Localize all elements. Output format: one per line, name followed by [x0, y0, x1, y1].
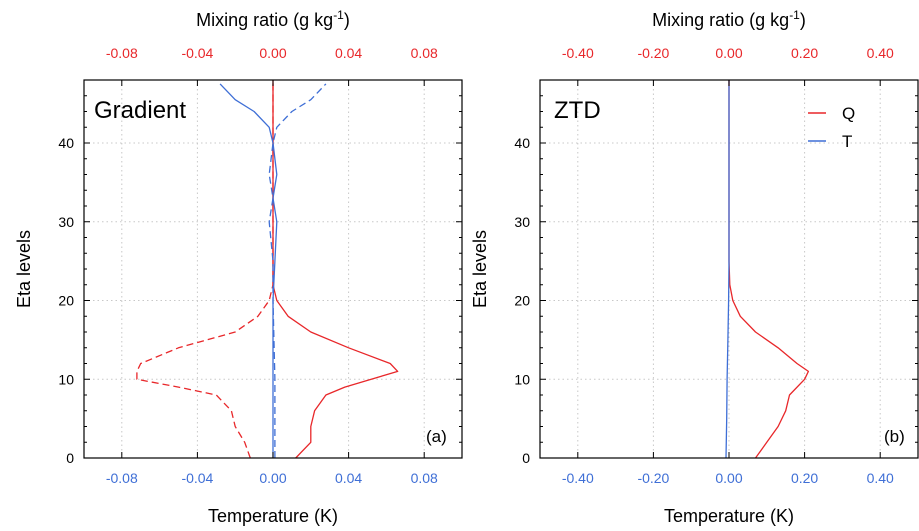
bottom-tick-label: 0.08: [411, 470, 438, 486]
panel-label: (a): [426, 427, 447, 446]
panel-title: ZTD: [554, 97, 601, 124]
y-tick-label: 30: [514, 214, 530, 230]
t-series-line: [219, 83, 278, 458]
y-tick-label: 40: [514, 135, 530, 151]
top-axis-title-main: Mixing ratio (g kg: [652, 10, 789, 30]
y-tick-label: 20: [514, 293, 530, 309]
legend-label-q: Q: [842, 104, 855, 123]
y-tick-label: 30: [58, 214, 74, 230]
t-series-line-dashed: [268, 83, 327, 458]
bottom-axis-title: Temperature (K): [664, 506, 794, 526]
top-tick-label: 0.00: [715, 45, 742, 61]
q-series-line: [272, 80, 399, 459]
y-tick-label: 0: [522, 450, 530, 466]
y-axis-title: Eta levels: [14, 230, 34, 308]
y-axis-title: Eta levels: [470, 230, 490, 308]
top-axis-title-tail: ): [800, 10, 806, 30]
top-axis-title: Mixing ratio (g kg-1): [196, 8, 350, 30]
top-tick-label: -0.04: [181, 45, 213, 61]
q-series-line-dashed: [136, 80, 274, 459]
top-tick-label: 0.04: [335, 45, 362, 61]
bottom-tick-label: -0.40: [562, 470, 594, 486]
y-tick-label: 0: [66, 450, 74, 466]
top-tick-label: 0.00: [259, 45, 286, 61]
bottom-tick-label: -0.04: [181, 470, 213, 486]
bottom-tick-label: 0.00: [259, 470, 286, 486]
legend-label-t: T: [842, 132, 852, 151]
series-group: [725, 80, 810, 459]
y-tick-label: 20: [58, 293, 74, 309]
top-axis-title-tail: ): [344, 10, 350, 30]
top-tick-label: 0.08: [411, 45, 438, 61]
bottom-tick-label: 0.20: [791, 470, 818, 486]
bottom-tick-label: 0.04: [335, 470, 362, 486]
panel-title: Gradient: [94, 97, 186, 124]
legend: Q T: [808, 104, 855, 151]
q-series-line: [728, 80, 810, 459]
top-axis-title-main: Mixing ratio (g kg: [196, 10, 333, 30]
panel-ztd: ZTD (b) Mixing ratio (g kg-1) Temperatur…: [470, 8, 919, 526]
top-tick-label: -0.40: [562, 45, 594, 61]
top-tick-label: 0.40: [867, 45, 894, 61]
y-tick-label: 40: [58, 135, 74, 151]
top-tick-label: 0.20: [791, 45, 818, 61]
panel-gradient: Gradient (a) Mixing ratio (g kg-1) Tempe…: [14, 8, 463, 526]
bottom-axis-title: Temperature (K): [208, 506, 338, 526]
y-tick-label: 10: [58, 371, 74, 387]
bottom-tick-label: -0.20: [637, 470, 669, 486]
y-tick-label: 10: [514, 371, 530, 387]
bottom-tick-label: 0.00: [715, 470, 742, 486]
bottom-tick-label: 0.40: [867, 470, 894, 486]
top-tick-label: -0.08: [106, 45, 138, 61]
top-axis-title-sup: -1: [789, 8, 800, 22]
top-axis-title-sup: -1: [333, 8, 344, 22]
top-tick-label: -0.20: [637, 45, 669, 61]
t-series-line: [725, 80, 730, 459]
series-group: [136, 80, 399, 459]
bottom-tick-label: -0.08: [106, 470, 138, 486]
panel-label: (b): [884, 427, 905, 446]
top-axis-title: Mixing ratio (g kg-1): [652, 8, 806, 30]
